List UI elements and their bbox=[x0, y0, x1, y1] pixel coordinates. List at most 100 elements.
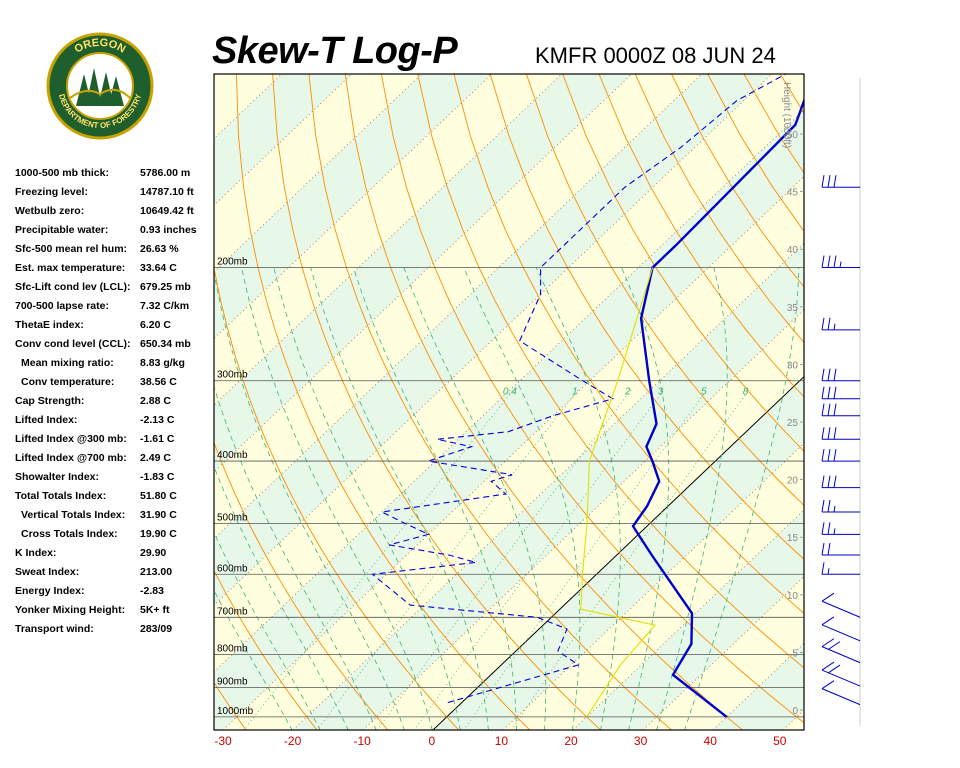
mixing-ratio-label: 2 bbox=[624, 386, 631, 397]
index-label: Sweat Index: bbox=[15, 566, 80, 578]
wind-barb-staff bbox=[821, 600, 861, 618]
wind-barb-flag bbox=[827, 175, 831, 188]
logo-top-text: OREGON bbox=[73, 37, 128, 56]
dry-adiabat bbox=[272, 74, 602, 730]
moist-adiabat bbox=[621, 267, 670, 730]
wind-barb-flag bbox=[827, 664, 841, 674]
dry-adiabat bbox=[489, 74, 804, 560]
index-value: 51.80 C bbox=[140, 490, 177, 502]
index-row: Cross Totals Index: 19.90 C bbox=[15, 528, 215, 547]
index-value: 0.93 inches bbox=[140, 224, 197, 236]
index-value: -2.13 C bbox=[140, 414, 175, 426]
index-label: Conv cond level (CCL): bbox=[15, 338, 131, 350]
index-row: Energy Index: -2.83 bbox=[15, 585, 215, 604]
wind-barb-staff bbox=[821, 688, 861, 706]
index-value: 283/09 bbox=[140, 623, 173, 635]
x-tick-label: -20 bbox=[284, 734, 302, 748]
temperature-band bbox=[783, 710, 804, 730]
mixing-ratio-line bbox=[511, 389, 750, 730]
temperature-band bbox=[643, 576, 804, 730]
wind-barb-flag bbox=[827, 475, 831, 488]
wind-barb-flag bbox=[821, 448, 825, 462]
index-value: 10649.42 ft bbox=[140, 205, 194, 217]
wind-barb bbox=[821, 616, 861, 642]
wind-barb bbox=[821, 542, 860, 556]
x-tick-label: -30 bbox=[214, 734, 232, 748]
wind-barb-staff bbox=[821, 669, 861, 687]
moist-adiabat bbox=[684, 267, 800, 730]
dry-adiabat bbox=[308, 74, 673, 730]
wind-barb bbox=[821, 448, 860, 462]
moist-adiabat bbox=[310, 267, 489, 730]
index-row: K Index: 29.90 bbox=[15, 547, 215, 566]
wind-barb bbox=[821, 368, 860, 382]
station-time-label: KMFR 0000Z 08 JUN 24 bbox=[535, 43, 776, 68]
index-value: 14787.10 ft bbox=[140, 186, 194, 198]
pressure-label: 300mb bbox=[217, 370, 248, 381]
dry-adiabat bbox=[214, 441, 389, 730]
index-label: Vertical Totals Index: bbox=[21, 509, 126, 521]
pressure-label: 600mb bbox=[217, 563, 248, 574]
index-row: Yonker Mixing Height: 5K+ ft bbox=[15, 604, 215, 623]
pressure-label: 400mb bbox=[217, 450, 248, 461]
index-row: Mean mixing ratio: 8.83 g/kg bbox=[15, 357, 215, 376]
isotherm-line bbox=[222, 176, 804, 730]
wind-barb-flag bbox=[833, 528, 836, 535]
dry-adiabat bbox=[235, 74, 531, 730]
height-tick-label: 5 bbox=[792, 648, 798, 659]
mixing-ratio-line bbox=[243, 389, 514, 730]
index-value: 213.00 bbox=[140, 566, 173, 578]
wind-barb-flag bbox=[821, 562, 825, 575]
temperature-profile bbox=[631, 97, 804, 718]
index-label: Cap Strength: bbox=[15, 395, 85, 407]
wind-barb-flag bbox=[827, 427, 831, 440]
isotherm-line bbox=[853, 74, 960, 730]
moist-adiabat bbox=[214, 531, 321, 730]
index-row: 700-500 lapse rate: 7.32 C/km bbox=[15, 300, 215, 319]
dry-adiabat bbox=[0, 74, 104, 731]
mixing-ratio-line bbox=[316, 389, 579, 730]
height-tick-label: 40 bbox=[787, 245, 799, 256]
height-tick-label: 10 bbox=[787, 591, 799, 602]
wind-barb bbox=[821, 638, 861, 664]
index-row: Est. max temperature: 33.64 C bbox=[15, 262, 215, 281]
dry-adiabat bbox=[37, 74, 175, 731]
parcel-profile bbox=[580, 267, 657, 718]
wind-barb bbox=[821, 317, 860, 331]
dry-adiabat bbox=[562, 74, 804, 452]
height-tick-label: 30 bbox=[787, 360, 799, 371]
pressure-label: 800mb bbox=[217, 644, 248, 655]
wind-barb-flag bbox=[821, 403, 825, 416]
temperature-band bbox=[573, 509, 804, 730]
index-value: 38.56 C bbox=[140, 376, 177, 388]
moist-adiabat bbox=[403, 267, 547, 730]
wind-barb-flag bbox=[821, 386, 825, 399]
isotherm-line bbox=[214, 74, 493, 340]
index-row: Cap Strength: 2.88 C bbox=[15, 395, 215, 414]
isotherm-line bbox=[214, 74, 563, 406]
oregon-forestry-logo: OREGON DEPARTMENT OF FORESTRY bbox=[46, 32, 154, 140]
index-value: 6.20 C bbox=[140, 319, 171, 331]
dry-adiabat bbox=[598, 74, 804, 398]
index-label: Total Totals Index: bbox=[15, 490, 107, 502]
moist-adiabat bbox=[214, 465, 349, 730]
index-row: Vertical Totals Index: 31.90 C bbox=[15, 509, 215, 528]
wind-barb-flag bbox=[821, 616, 835, 626]
chart-title: Skew-T Log-P bbox=[212, 30, 458, 72]
pressure-label: 900mb bbox=[217, 676, 248, 687]
wind-barb-flag bbox=[821, 499, 825, 513]
isotherm-line bbox=[214, 74, 773, 606]
wind-barb-flag bbox=[833, 505, 836, 513]
index-label: Sfc-Lift cond lev (LCL): bbox=[15, 281, 131, 293]
plot-frame bbox=[213, 73, 805, 731]
x-tick-label: 10 bbox=[495, 734, 509, 748]
wind-barb-flag bbox=[833, 368, 837, 381]
index-label: ThetaE index: bbox=[15, 319, 84, 331]
pressure-label: 1000mb bbox=[217, 706, 254, 717]
moist-adiabat bbox=[214, 385, 377, 730]
isotherm-line bbox=[214, 74, 423, 273]
wind-barb-flag bbox=[827, 542, 831, 556]
index-row: ThetaE index: 6.20 C bbox=[15, 319, 215, 338]
mixing-ratio-line bbox=[463, 389, 708, 730]
index-label: Sfc-500 mean rel hum: bbox=[15, 243, 128, 255]
